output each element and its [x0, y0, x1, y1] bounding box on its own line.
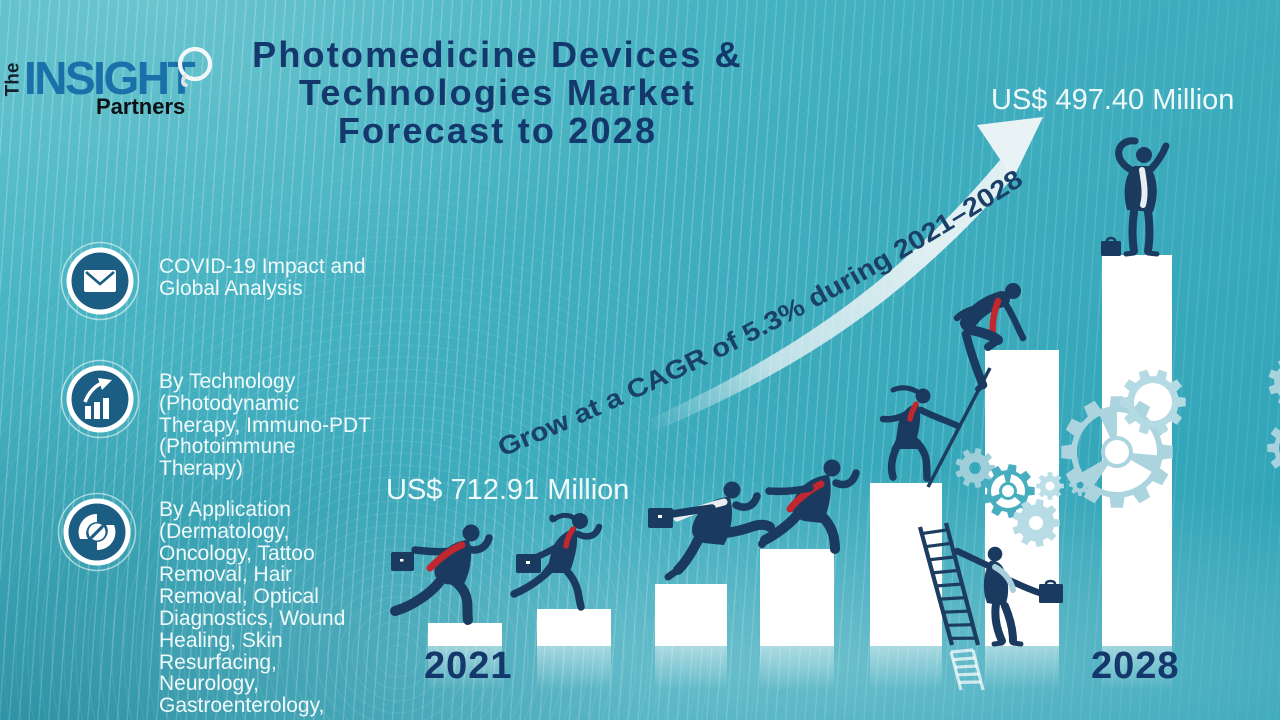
svg-text:Grow at a CAGR of 5.3% during: Grow at a CAGR of 5.3% during 2021–2028 [493, 163, 1027, 462]
